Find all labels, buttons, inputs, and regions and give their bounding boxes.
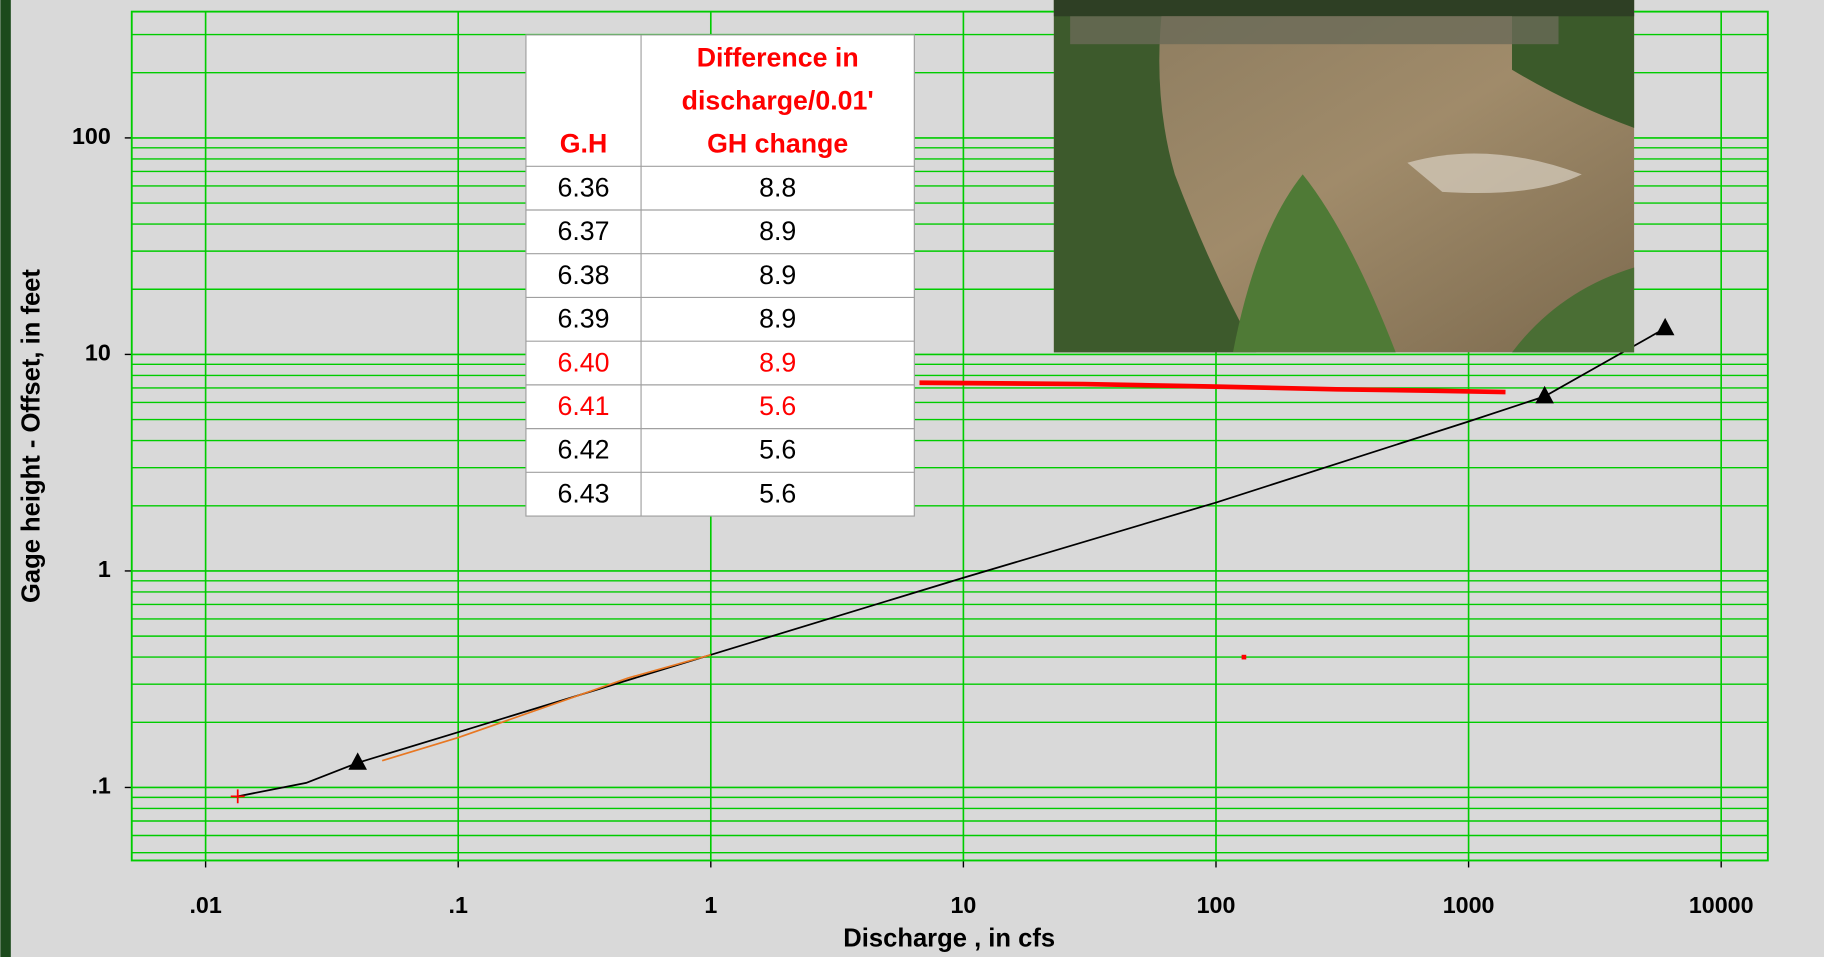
- y-tick-label: 1: [98, 556, 111, 582]
- y-tick-label: .1: [91, 773, 110, 799]
- photo-canopy: [1054, 0, 1634, 16]
- table: G.H Difference in discharge/0.01' GH change…: [526, 35, 914, 516]
- x-axis-title: Discharge , in cfs: [843, 924, 1055, 952]
- photo-bridge: [1070, 16, 1558, 44]
- page: .1 1 10 100 .01 .1 1 10 100 1000 10000 G.H Differen…: [0, 0, 1824, 957]
- table-cell: 6.38: [557, 260, 609, 290]
- y-axis-title: Gage height - Offset, in feet: [18, 269, 46, 603]
- table-cell: 8.9: [759, 260, 796, 290]
- x-tick-label: 10000: [1689, 892, 1754, 918]
- photo: [1054, 0, 1634, 352]
- table-header: Difference in: [697, 42, 859, 72]
- table-header: G.H: [560, 128, 608, 158]
- table-cell: 8.9: [759, 304, 796, 334]
- table-cell: 5.6: [759, 391, 796, 421]
- x-tick-label: 100: [1197, 892, 1236, 918]
- y-tick-label: 100: [72, 123, 111, 149]
- left-frame: [0, 0, 10, 957]
- table-cell: 6.41: [557, 391, 609, 421]
- table-cell: 6.37: [557, 216, 609, 246]
- table-cell: 6.39: [557, 304, 609, 334]
- x-tick-label: 1000: [1443, 892, 1495, 918]
- table-cell: 8.9: [759, 347, 796, 377]
- table-cell: 6.40: [557, 347, 609, 377]
- table-cell: 6.43: [557, 478, 609, 508]
- table-cell: 6.42: [557, 435, 609, 465]
- table-cell: 8.8: [759, 172, 796, 202]
- table-cell: 8.9: [759, 216, 796, 246]
- table-cell: 5.6: [759, 435, 796, 465]
- table-header: GH change: [707, 128, 848, 158]
- table-header: discharge/0.01': [682, 85, 874, 115]
- x-tick-label: .01: [189, 892, 221, 918]
- x-tick-label: .1: [449, 892, 468, 918]
- x-tick-label: 10: [950, 892, 976, 918]
- table-cell: 6.36: [557, 172, 609, 202]
- table-cell: 5.6: [759, 478, 796, 508]
- x-tick-label: 1: [704, 892, 717, 918]
- dot-marker: [1242, 655, 1247, 660]
- chart: .1 1 10 100 .01 .1 1 10 100 1000 10000 G.H Differen…: [0, 0, 1824, 957]
- y-tick-label: 10: [85, 340, 111, 366]
